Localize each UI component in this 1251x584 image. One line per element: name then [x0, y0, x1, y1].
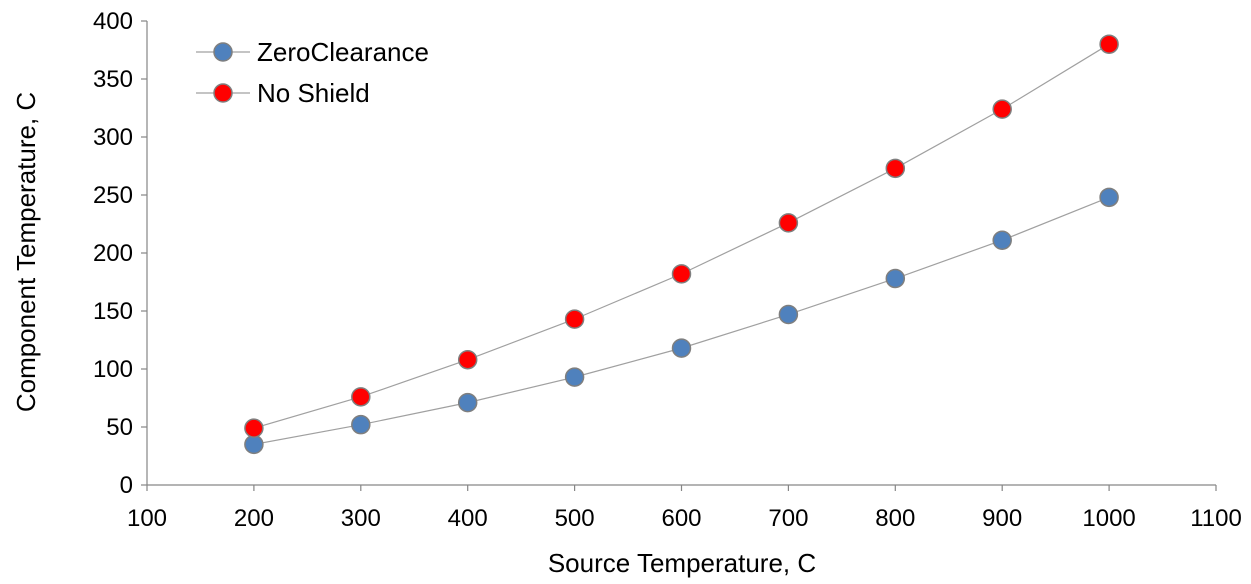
x-tick-label: 100	[127, 505, 167, 532]
data-point	[992, 230, 1012, 250]
data-point	[885, 158, 906, 179]
data-point	[244, 418, 264, 438]
legend-label: No Shield	[257, 78, 370, 108]
data-point	[1099, 187, 1119, 208]
y-axis-title: Component Temperature, C	[11, 92, 41, 412]
data-point	[671, 338, 692, 358]
legend: ZeroClearance No Shield	[196, 37, 429, 108]
x-tick-label: 800	[875, 505, 915, 532]
x-tick-label: 1100	[1190, 505, 1242, 532]
x-tick-label: 200	[234, 505, 274, 532]
tick-labels: 0 50 100 150 200 250 300 350 400 100 200 300 400 500 6…	[93, 8, 1242, 532]
legend-item: No Shield	[196, 78, 370, 108]
series-0	[244, 187, 1119, 455]
data-point	[457, 349, 478, 370]
x-tick-label: 300	[341, 505, 381, 532]
series-line	[253, 196, 1110, 445]
data-point	[885, 268, 906, 289]
data-point	[244, 434, 264, 455]
data-point	[1099, 34, 1119, 54]
series-line	[253, 43, 1110, 429]
x-axis-title: Source Temperature, C	[548, 548, 816, 578]
legend-marker	[213, 42, 233, 62]
data-point	[671, 264, 692, 284]
data-point	[564, 309, 585, 329]
legend-item: ZeroClearance	[196, 37, 429, 67]
y-tick-label: 50	[106, 414, 133, 441]
x-tick-label: 600	[661, 505, 701, 532]
y-tick-label: 150	[93, 298, 133, 325]
data-point	[351, 387, 371, 407]
data-point	[351, 414, 371, 435]
axes	[141, 20, 1217, 491]
y-tick-label: 0	[120, 472, 133, 499]
y-tick-label: 300	[93, 124, 133, 151]
y-tick-label: 350	[93, 66, 133, 93]
legend-label: ZeroClearance	[257, 37, 429, 67]
x-tick-label: 400	[448, 505, 488, 532]
x-tick-label: 900	[982, 505, 1022, 532]
y-tick-label: 100	[93, 356, 133, 383]
y-tick-label: 250	[93, 182, 133, 209]
x-tick-label: 500	[555, 505, 595, 532]
data-point	[992, 99, 1012, 119]
y-tick-label: 400	[93, 8, 133, 35]
y-tick-label: 200	[93, 240, 133, 267]
legend-marker	[213, 83, 233, 103]
data-point	[457, 392, 478, 413]
x-tick-label: 700	[768, 505, 808, 532]
data-point	[778, 304, 799, 325]
data-point	[564, 367, 585, 387]
series-1	[244, 34, 1119, 438]
x-tick-label: 1000	[1082, 505, 1135, 532]
series-layer	[244, 34, 1119, 455]
data-point	[778, 213, 799, 233]
